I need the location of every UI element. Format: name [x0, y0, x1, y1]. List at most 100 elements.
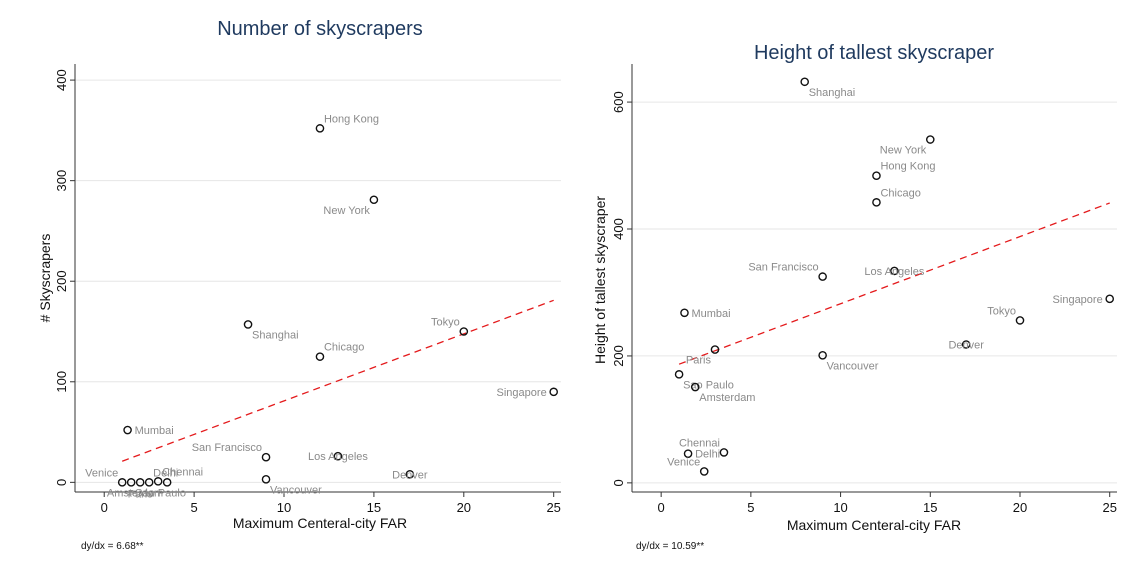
point-label: Venice — [85, 467, 118, 479]
data-point — [117, 478, 127, 487]
x-tick-label: 25 — [1102, 500, 1116, 515]
y-tick-label: 0 — [54, 479, 69, 486]
x-tick-label: 20 — [457, 500, 471, 515]
y-axis-label: # Skyscrapers — [37, 234, 53, 323]
point-label: Denver — [948, 340, 984, 352]
data-point — [153, 477, 163, 486]
point-label: Vancouver — [270, 484, 322, 496]
y-tick-label: 0 — [611, 479, 626, 486]
data-point — [369, 195, 379, 205]
data-point — [925, 135, 935, 144]
point-label: Sao Paulo — [135, 487, 186, 499]
x-tick-label: 10 — [833, 500, 847, 515]
data-point — [1105, 294, 1115, 304]
x-tick-label: 5 — [747, 500, 754, 515]
point-label: New York — [323, 205, 370, 217]
data-point — [405, 470, 415, 479]
point-label: Mumbai — [691, 308, 730, 320]
point-label: Vancouver — [827, 360, 879, 372]
point-label: Tokyo — [987, 305, 1016, 317]
data-point — [961, 340, 971, 349]
data-point — [162, 478, 172, 487]
point-label: Singapore — [497, 387, 547, 399]
data-point — [459, 327, 469, 336]
point-label: Denver — [392, 469, 428, 481]
point-label: Singapore — [1053, 294, 1103, 306]
data-point — [315, 352, 325, 361]
x-tick-label: 5 — [190, 500, 197, 515]
point-label: Delhi — [695, 449, 720, 461]
x-axis-label: Maximum Centeral-city FAR — [233, 515, 407, 531]
data-point — [699, 467, 709, 476]
x-tick-label: 0 — [658, 500, 665, 515]
point-label: Paris — [128, 488, 154, 500]
plot-area: 0 100 200 300 400 0 5 10 15 20 25 Hong Kong New York… — [54, 64, 561, 515]
point-label: Hong Kong — [880, 161, 935, 173]
x-tick-label: 20 — [1013, 500, 1027, 515]
panel-number-of-skyscrapers: Number of skyscrapers Maximum Centeral-c… — [37, 18, 561, 552]
data-point — [135, 478, 145, 487]
point-label: Sao Paulo — [683, 379, 734, 391]
point-label: Chicago — [880, 187, 920, 199]
point-label: San Francisco — [748, 262, 818, 274]
data-point — [261, 475, 271, 484]
data-point — [800, 77, 809, 87]
y-tick-label: 300 — [54, 170, 69, 192]
data-point — [123, 425, 132, 435]
data-point — [549, 387, 558, 397]
data-point — [890, 266, 899, 276]
y-axis-label: Height of tallest skyscraper — [592, 196, 608, 364]
point-label: Mumbai — [135, 425, 174, 437]
x-tick-label: 0 — [101, 500, 108, 515]
y-tick-label: 100 — [54, 371, 69, 393]
point-label: Chennai — [162, 466, 203, 478]
slope-note: dy/dx = 10.59** — [636, 541, 704, 552]
plot-area: 0 200 400 600 0 5 10 15 20 25 Shanghai New York Hong… — [611, 64, 1117, 515]
point-label: Tokyo — [431, 317, 460, 329]
data-point — [674, 370, 684, 379]
data-point — [333, 451, 343, 461]
x-axis-label: Maximum Centeral-city FAR — [787, 517, 961, 533]
point-label: Shanghai — [252, 329, 299, 341]
data-point — [872, 198, 881, 207]
data-point — [144, 478, 154, 487]
point-label: San Francisco — [192, 442, 262, 454]
y-tick-label: 600 — [611, 91, 626, 113]
data-point — [315, 124, 325, 133]
panel-height-of-tallest-skyscraper: Height of tallest skyscraper Maximum Cen… — [592, 42, 1117, 552]
point-label: Venice — [667, 456, 700, 468]
point-label: Paris — [686, 355, 712, 367]
fit-line — [678, 202, 1110, 365]
y-tick-label: 400 — [611, 218, 626, 240]
data-point — [710, 345, 720, 354]
data-point — [690, 382, 700, 392]
data-point — [872, 171, 881, 180]
x-tick-label: 25 — [546, 500, 560, 515]
point-label: Chennai — [679, 437, 720, 449]
chart-title: Height of tallest skyscraper — [754, 42, 994, 64]
data-point — [818, 350, 827, 360]
data-point — [126, 478, 136, 487]
point-label: Shanghai — [809, 87, 856, 99]
x-tick-label: 15 — [923, 500, 937, 515]
y-tick-label: 400 — [54, 69, 69, 91]
chart-title: Number of skyscrapers — [217, 18, 423, 40]
data-point — [683, 449, 693, 458]
point-label: Amsterdam — [699, 392, 755, 404]
data-point — [719, 448, 729, 457]
point-label: Hong Kong — [324, 113, 379, 125]
data-point — [818, 272, 827, 281]
data-point — [261, 452, 271, 462]
point-label: Chicago — [324, 342, 364, 354]
point-label: Amsterdam — [107, 487, 163, 499]
data-point — [1015, 316, 1025, 325]
x-tick-label: 10 — [277, 500, 291, 515]
data-point — [680, 308, 689, 318]
data-point — [243, 320, 253, 329]
slope-note: dy/dx = 6.68** — [81, 541, 144, 552]
point-label: Delhi — [153, 467, 178, 479]
y-tick-label: 200 — [54, 270, 69, 292]
x-tick-label: 15 — [367, 500, 381, 515]
point-label: Los Angeles — [308, 451, 368, 463]
